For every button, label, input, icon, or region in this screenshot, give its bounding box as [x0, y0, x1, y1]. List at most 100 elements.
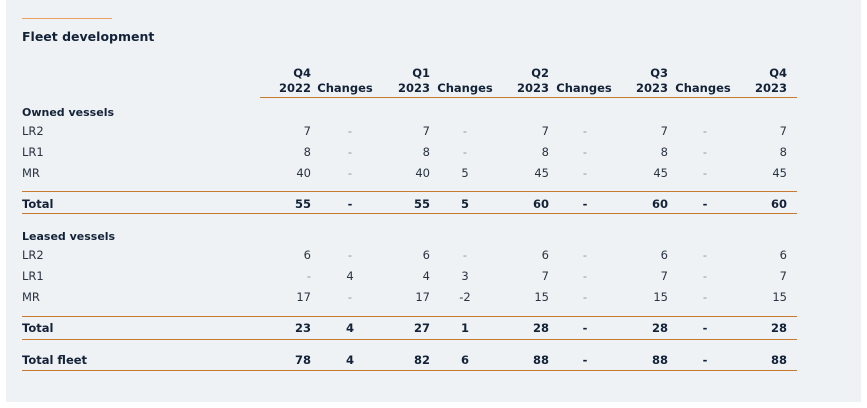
header-top-text: Q4: [769, 66, 787, 80]
header-bottom-text: 2023: [754, 81, 787, 95]
row-value: 88: [532, 353, 549, 367]
header-top-text: Q1: [412, 66, 430, 80]
column-header: Changes: [315, 66, 375, 96]
row-label: LR1: [22, 269, 44, 283]
row-value: 7: [303, 124, 311, 138]
column-header: Changes: [554, 66, 614, 96]
row-value: -: [582, 124, 588, 138]
row-value: 4: [346, 269, 354, 283]
row-value: -: [582, 321, 588, 335]
table-row: LR1 - 4 4 3 7 - 7 - 7: [0, 267, 867, 285]
row-value: -: [702, 197, 708, 211]
row-value: -: [702, 166, 708, 180]
column-header: Changes: [673, 66, 733, 96]
row-value: 6: [460, 353, 469, 367]
row-rule: [22, 191, 797, 192]
row-rule: [22, 213, 797, 214]
row-value: -: [702, 353, 708, 367]
table-row: LR2 6 - 6 - 6 - 6 - 6: [0, 246, 867, 264]
row-value: 45: [772, 166, 787, 180]
row-value: 4: [345, 321, 354, 335]
row-value: -: [347, 248, 353, 262]
row-value: 4: [422, 269, 430, 283]
leased-section-label: Leased vessels: [22, 230, 116, 243]
row-value: 5: [461, 166, 469, 180]
row-value: -: [702, 248, 708, 262]
row-value: 45: [653, 166, 668, 180]
row-value: 23: [294, 321, 311, 335]
header-bottom-text: Changes: [317, 81, 373, 95]
header-rule: [260, 97, 797, 98]
row-value: 60: [651, 197, 668, 211]
header-bottom-text: 2023: [635, 81, 668, 95]
header-top-text: [435, 66, 495, 81]
row-value: -: [702, 321, 708, 335]
row-value: -: [582, 145, 588, 159]
row-value: -: [306, 269, 311, 283]
row-value: -: [462, 124, 468, 138]
row-value: -: [462, 145, 468, 159]
row-value: 7: [660, 124, 668, 138]
row-rule: [22, 316, 797, 317]
header-bottom-text: Changes: [437, 81, 493, 95]
row-value: 82: [413, 353, 430, 367]
accent-line: [22, 18, 112, 19]
header-top-text: Q2: [531, 66, 549, 80]
row-value: 8: [303, 145, 311, 159]
row-value: 1: [460, 321, 469, 335]
row-value: 7: [660, 269, 668, 283]
row-value: -: [702, 145, 708, 159]
row-value: 15: [653, 290, 668, 304]
header-top-text: [315, 66, 375, 81]
row-value: 6: [422, 248, 430, 262]
row-value: 40: [296, 166, 311, 180]
row-value: 45: [534, 166, 549, 180]
header-bottom-text: Changes: [675, 81, 731, 95]
column-header: Q3 2023: [608, 66, 668, 96]
row-value: 6: [541, 248, 549, 262]
row-value: 17: [415, 290, 430, 304]
row-value: 8: [422, 145, 430, 159]
row-value: 28: [532, 321, 549, 335]
row-value: 60: [532, 197, 549, 211]
row-value: 15: [772, 290, 787, 304]
row-value: 5: [460, 197, 469, 211]
table-row: LR2 7 - 7 - 7 - 7 - 7: [0, 122, 867, 140]
row-value: 6: [303, 248, 311, 262]
row-value: 88: [770, 353, 787, 367]
header-top-text: Q3: [650, 66, 668, 80]
row-value: -: [347, 166, 353, 180]
header-bottom-text: 2023: [397, 81, 430, 95]
row-value: 6: [660, 248, 668, 262]
header-bottom-text: 2022: [278, 81, 311, 95]
row-label: MR: [22, 166, 40, 180]
header-top-text: [554, 66, 614, 81]
row-value: 60: [770, 197, 787, 211]
row-label: LR1: [22, 145, 44, 159]
column-header: Q2 2023: [489, 66, 549, 96]
total-row: Total fleet 78 4 82 6 88 - 88 - 88: [0, 351, 867, 369]
row-label: LR2: [22, 124, 44, 138]
column-header: Q1 2023: [370, 66, 430, 96]
row-value: 4: [345, 353, 354, 367]
header-top-text: Q4: [293, 66, 311, 80]
row-value: -: [582, 269, 588, 283]
row-value: 8: [541, 145, 549, 159]
row-label: Total fleet: [22, 353, 88, 367]
header-bottom-text: 2023: [516, 81, 549, 95]
row-value: 7: [779, 269, 787, 283]
row-value: -: [702, 269, 708, 283]
row-value: -: [347, 290, 353, 304]
table-row: MR 40 - 40 5 45 - 45 - 45: [0, 164, 867, 182]
row-value: 8: [779, 145, 787, 159]
row-value: -: [582, 197, 588, 211]
row-value: -: [582, 248, 588, 262]
row-value: 17: [296, 290, 311, 304]
row-value: 55: [413, 197, 430, 211]
table-row: MR 17 - 17 -2 15 - 15 - 15: [0, 288, 867, 306]
total-row: Total 23 4 27 1 28 - 28 - 28: [0, 319, 867, 337]
row-value: 15: [534, 290, 549, 304]
row-value: 8: [660, 145, 668, 159]
row-value: 7: [779, 124, 787, 138]
row-value: -: [582, 290, 588, 304]
